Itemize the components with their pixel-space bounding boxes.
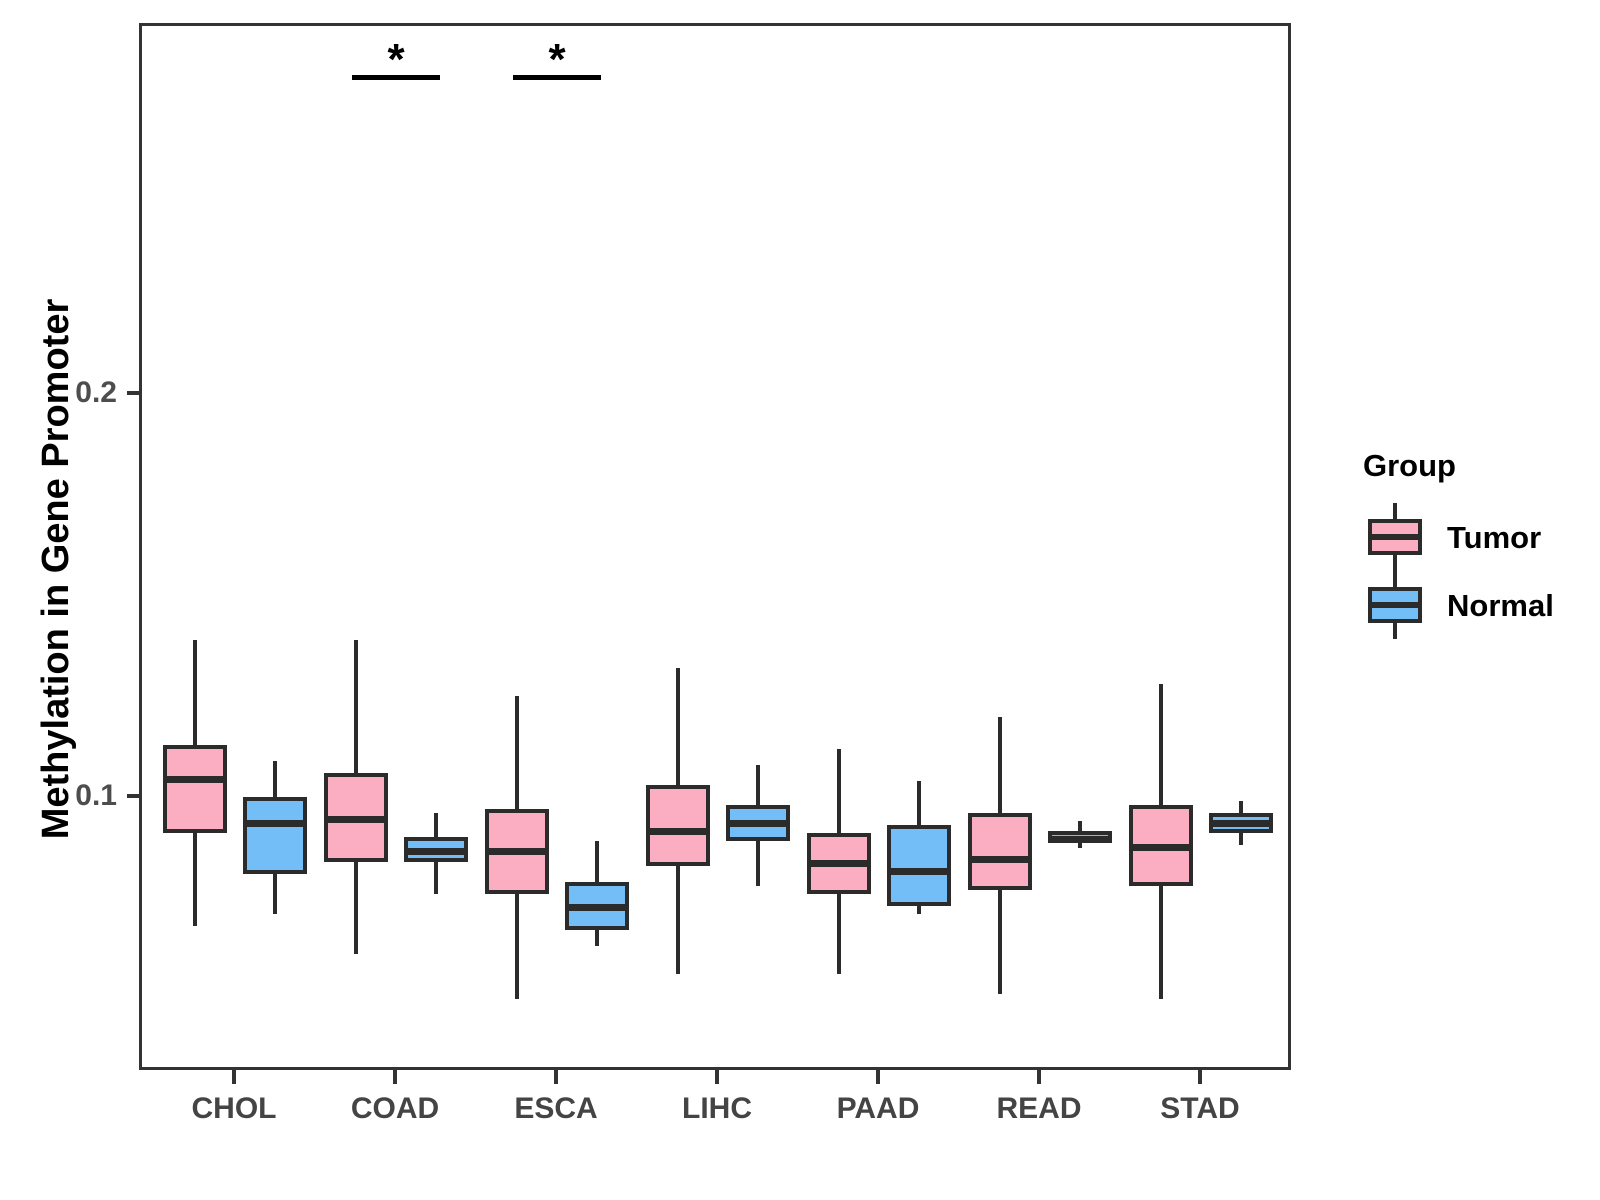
y-tick-label: 0.2 [75, 376, 117, 410]
median-tumor-esca [485, 848, 549, 856]
x-tick-label-lihc: LIHC [682, 1092, 752, 1125]
y-tick-label: 0.1 [75, 779, 117, 813]
legend-label-normal: Normal [1447, 588, 1554, 623]
x-tick-mark [1198, 1070, 1202, 1084]
median-normal-lihc [726, 819, 790, 827]
x-tick-label-paad: PAAD [836, 1092, 920, 1125]
y-tick-mark [127, 391, 139, 396]
y-tick-mark [127, 794, 139, 799]
x-tick-label-read: READ [996, 1092, 1082, 1125]
significance-star-esca: * [548, 35, 566, 84]
plot-panel: * * [139, 23, 1291, 1070]
significance-bar-coad [352, 75, 440, 80]
significance-star-coad: * [387, 35, 405, 84]
box-tumor-read [968, 813, 1032, 890]
legend-label-tumor: Tumor [1447, 520, 1542, 555]
x-tick-label-stad: STAD [1160, 1092, 1240, 1125]
box-normal-chol [243, 797, 307, 874]
x-tick-mark [715, 1070, 719, 1084]
box-tumor-chol [163, 744, 227, 834]
median-tumor-lihc [646, 827, 710, 835]
legend-title: Group [1363, 448, 1456, 483]
median-tumor-coad [324, 815, 388, 823]
median-tumor-paad [807, 860, 871, 868]
legend-glyph-median-normal [1368, 602, 1422, 608]
median-normal-esca [565, 904, 629, 912]
box-normal-paad [887, 825, 951, 906]
x-tick-mark [393, 1070, 397, 1084]
x-tick-mark [876, 1070, 880, 1084]
legend-glyph-median-tumor [1368, 534, 1422, 540]
median-tumor-chol [163, 775, 227, 783]
median-tumor-read [968, 856, 1032, 864]
median-normal-chol [243, 819, 307, 827]
median-normal-paad [887, 868, 951, 876]
x-tick-mark [554, 1070, 558, 1084]
x-tick-mark [232, 1070, 236, 1084]
median-normal-read [1048, 835, 1112, 843]
x-tick-mark [1037, 1070, 1041, 1084]
significance-bar-esca [513, 75, 601, 80]
median-normal-stad [1209, 819, 1273, 827]
x-tick-label-coad: COAD [350, 1092, 440, 1125]
x-tick-label-esca: ESCA [514, 1092, 598, 1125]
x-tick-label-chol: CHOL [191, 1092, 277, 1125]
box-tumor-lihc [646, 785, 710, 866]
median-normal-coad [404, 848, 468, 856]
median-tumor-stad [1129, 843, 1193, 851]
